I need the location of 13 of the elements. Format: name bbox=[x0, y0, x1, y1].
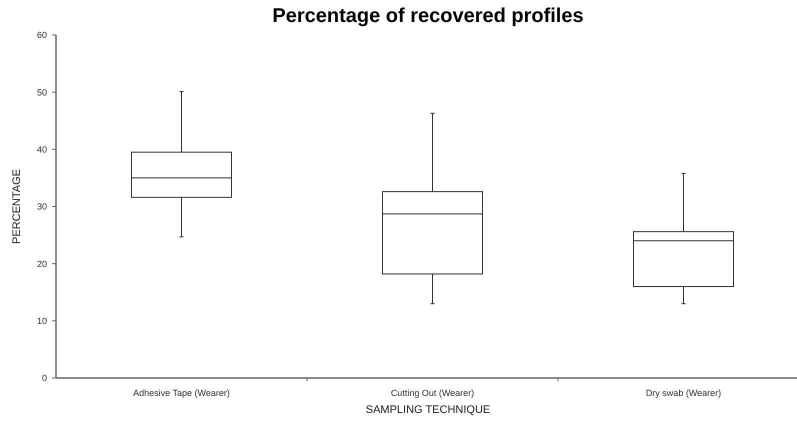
y-tick-label: 40 bbox=[36, 144, 47, 154]
y-tick-label: 20 bbox=[36, 258, 47, 269]
x-tick-label: Adhesive Tape (Wearer) bbox=[133, 388, 230, 398]
y-tick-label: 60 bbox=[36, 30, 47, 40]
x-tick-label: Dry swab (Wearer) bbox=[646, 388, 722, 398]
y-axis-title: PERCENTAGE bbox=[11, 169, 23, 244]
y-tick-label: 10 bbox=[36, 316, 47, 326]
y-tick-label: 0 bbox=[42, 373, 47, 384]
y-tick-label: 50 bbox=[36, 87, 47, 98]
x-tick-label: Cutting Out (Wearer) bbox=[390, 388, 474, 398]
y-tick-label: 30 bbox=[36, 202, 47, 212]
x-axis-title: SAMPLING TECHNIQUE bbox=[366, 404, 490, 416]
chart-title: Percentage of recovered profiles bbox=[272, 5, 584, 27]
